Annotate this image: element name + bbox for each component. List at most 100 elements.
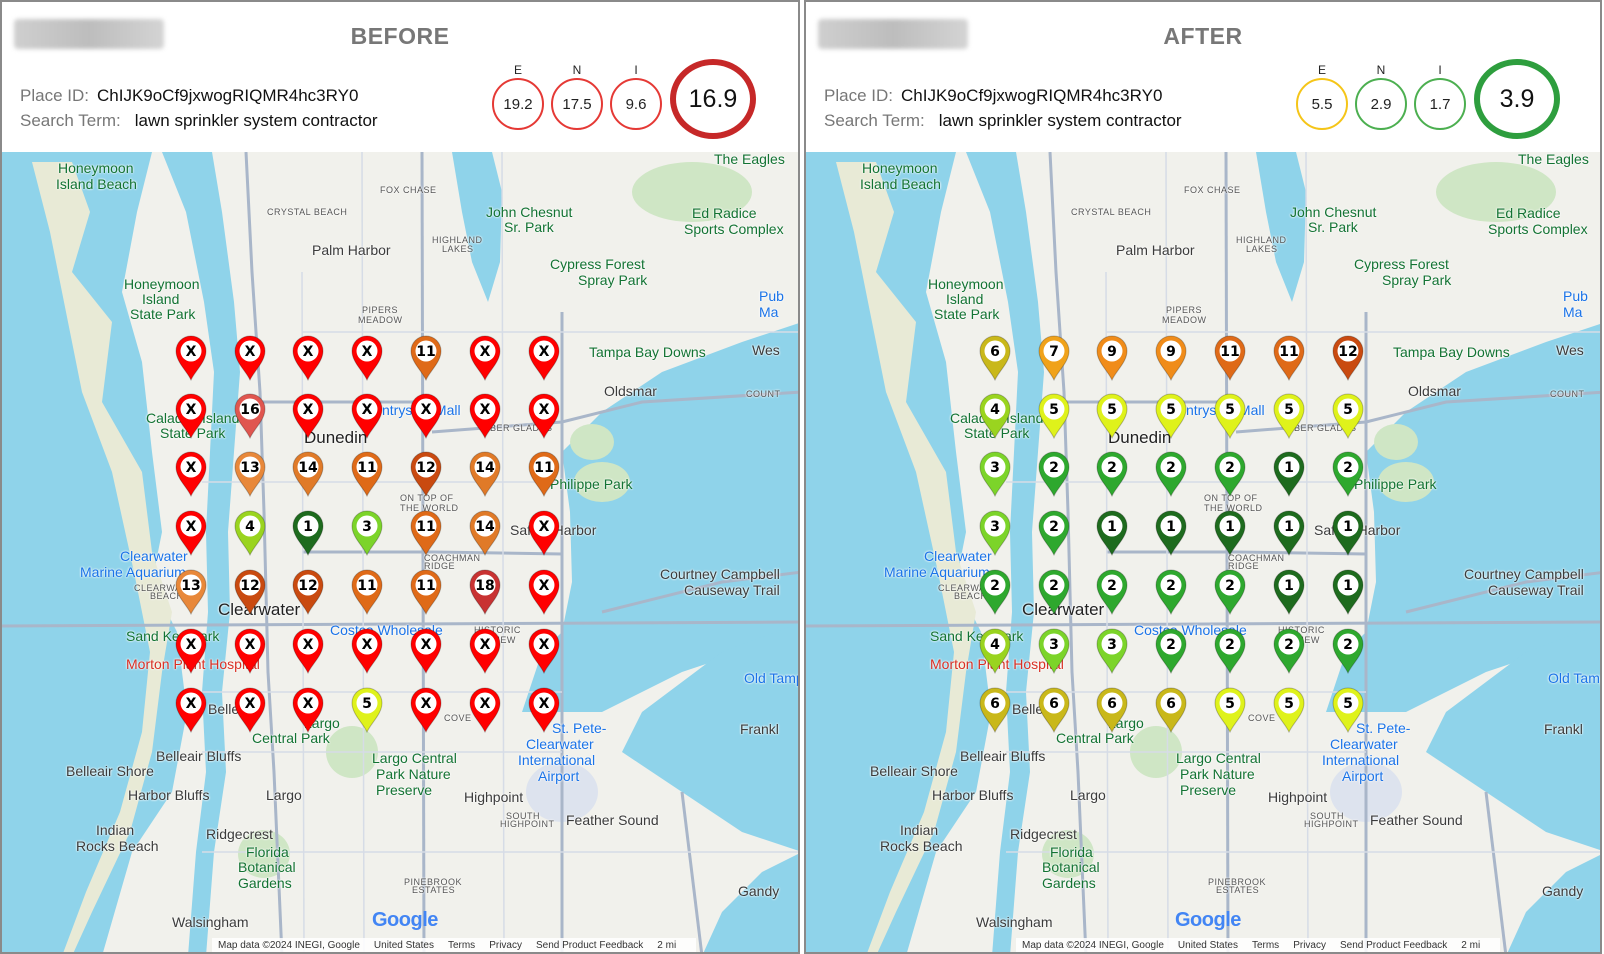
rank-pin[interactable]: 6 [978,687,1012,733]
rank-pin[interactable]: 1 [1331,569,1365,615]
rank-pin[interactable]: X [350,628,384,674]
rank-pin[interactable]: 6 [978,335,1012,381]
rank-pin[interactable]: 11 [409,569,443,615]
rank-pin[interactable]: 5 [1272,687,1306,733]
rank-pin[interactable]: 14 [291,451,325,497]
rank-pin[interactable]: 3 [978,510,1012,556]
rank-pin[interactable]: 14 [468,510,502,556]
rank-pin[interactable]: 5 [1213,393,1247,439]
attr-country[interactable]: United States [1177,940,1238,951]
rank-pin[interactable]: 12 [291,569,325,615]
rank-pin[interactable]: 5 [1154,393,1188,439]
rank-pin[interactable]: 3 [978,451,1012,497]
rank-pin[interactable]: X [468,687,502,733]
rank-pin[interactable]: X [527,393,561,439]
rank-pin[interactable]: 11 [1213,335,1247,381]
rank-pin[interactable]: 1 [1272,569,1306,615]
terms-link[interactable]: Terms [447,940,476,951]
rank-pin[interactable]: X [291,628,325,674]
rank-pin[interactable]: 2 [1331,628,1365,674]
rank-pin[interactable]: X [468,393,502,439]
rank-pin[interactable]: 12 [233,569,267,615]
rank-pin[interactable]: X [468,335,502,381]
rank-pin[interactable]: X [174,451,208,497]
rank-pin[interactable]: X [527,569,561,615]
rank-pin[interactable]: X [291,393,325,439]
terms-link[interactable]: Terms [1251,940,1280,951]
rank-pin[interactable]: 7 [1037,335,1071,381]
rank-pin[interactable]: 4 [233,510,267,556]
rank-pin[interactable]: 11 [409,335,443,381]
rank-pin[interactable]: X [174,510,208,556]
rank-pin[interactable]: 5 [350,687,384,733]
rank-pin[interactable]: X [409,628,443,674]
rank-pin[interactable]: 2 [1154,451,1188,497]
rank-pin[interactable]: X [233,628,267,674]
attr-country[interactable]: United States [373,940,434,951]
rank-pin[interactable]: 3 [1095,628,1129,674]
rank-pin[interactable]: 2 [1154,628,1188,674]
rank-pin[interactable]: 3 [350,510,384,556]
rank-pin[interactable]: X [468,628,502,674]
rank-pin[interactable]: 5 [1213,687,1247,733]
rank-pin[interactable]: 6 [1037,687,1071,733]
rank-pin[interactable]: 2 [1272,628,1306,674]
rank-pin[interactable]: 1 [1213,510,1247,556]
rank-pin[interactable]: 13 [233,451,267,497]
rank-pin[interactable]: 1 [1154,510,1188,556]
rank-pin[interactable]: 2 [1037,510,1071,556]
rank-pin[interactable]: X [350,393,384,439]
rank-pin[interactable]: 1 [1272,510,1306,556]
rank-pin[interactable]: X [233,335,267,381]
rank-pin[interactable]: X [291,687,325,733]
rank-pin[interactable]: 2 [1213,628,1247,674]
rank-pin[interactable]: X [527,510,561,556]
rank-pin[interactable]: 12 [409,451,443,497]
rank-pin[interactable]: X [409,393,443,439]
rank-pin[interactable]: 1 [1331,510,1365,556]
rank-pin[interactable]: X [527,687,561,733]
rank-pin[interactable]: 4 [978,393,1012,439]
rank-pin[interactable]: X [409,687,443,733]
rank-pin[interactable]: 2 [1095,569,1129,615]
rank-pin[interactable]: 9 [1154,335,1188,381]
rank-pin[interactable]: 2 [978,569,1012,615]
rank-pin[interactable]: 13 [174,569,208,615]
rank-pin[interactable]: 6 [1154,687,1188,733]
rank-pin[interactable]: 3 [1037,628,1071,674]
rank-pin[interactable]: 1 [1272,451,1306,497]
map-view[interactable]: Honeymoon Island Beach FOX CHASE CRYSTAL BE… [2,152,798,952]
rank-pin[interactable]: 2 [1331,451,1365,497]
rank-pin[interactable]: 5 [1095,393,1129,439]
rank-pin[interactable]: 1 [1095,510,1129,556]
rank-pin[interactable]: 11 [1272,335,1306,381]
rank-pin[interactable]: 4 [978,628,1012,674]
rank-pin[interactable]: X [350,335,384,381]
rank-pin[interactable]: 2 [1037,451,1071,497]
rank-pin[interactable]: 16 [233,393,267,439]
feedback-link[interactable]: Send Product Feedback [1339,940,1448,951]
rank-pin[interactable]: 5 [1272,393,1306,439]
feedback-link[interactable]: Send Product Feedback [535,940,644,951]
rank-pin[interactable]: X [174,335,208,381]
rank-pin[interactable]: 11 [350,451,384,497]
rank-pin[interactable]: 2 [1213,451,1247,497]
rank-pin[interactable]: 11 [350,569,384,615]
rank-pin[interactable]: 1 [291,510,325,556]
rank-pin[interactable]: X [233,687,267,733]
rank-pin[interactable]: 5 [1037,393,1071,439]
rank-pin[interactable]: X [291,335,325,381]
rank-pin[interactable]: 2 [1213,569,1247,615]
rank-pin[interactable]: 2 [1037,569,1071,615]
rank-pin[interactable]: 18 [468,569,502,615]
rank-pin[interactable]: X [174,687,208,733]
rank-pin[interactable]: X [527,628,561,674]
rank-pin[interactable]: 6 [1095,687,1129,733]
privacy-link[interactable]: Privacy [489,940,522,951]
rank-pin[interactable]: 5 [1331,687,1365,733]
rank-pin[interactable]: 11 [527,451,561,497]
map-view[interactable]: Honeymoon Island Beach FOX CHASE CRYSTAL BE… [806,152,1600,952]
rank-pin[interactable]: 9 [1095,335,1129,381]
rank-pin[interactable]: 2 [1154,569,1188,615]
rank-pin[interactable]: 14 [468,451,502,497]
